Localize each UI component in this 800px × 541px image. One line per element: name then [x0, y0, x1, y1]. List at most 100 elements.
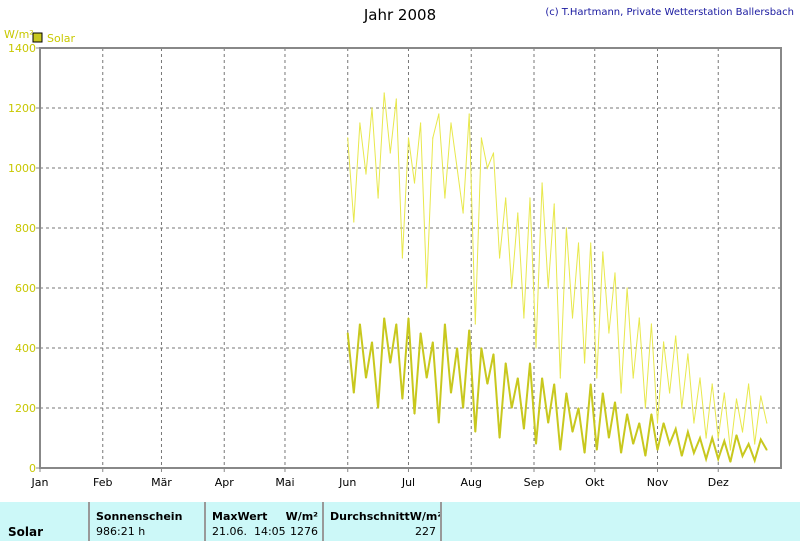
data-point [395, 98, 397, 100]
data-point [681, 455, 683, 457]
series-line-1 [346, 317, 768, 464]
data-point [565, 392, 567, 394]
summary-table: Solar Sonnenschein 986:21 h MaxWert W/m²… [0, 502, 800, 541]
data-point [359, 323, 361, 325]
x-tick-label: Aug [460, 476, 481, 489]
data-point [729, 461, 731, 463]
x-tick-label: Sep [524, 476, 545, 489]
data-point [401, 257, 404, 259]
plot-frame [39, 47, 782, 469]
data-point [389, 152, 391, 154]
x-tick-label: Jul [401, 476, 415, 489]
data-point [577, 242, 580, 244]
data-point [632, 443, 634, 445]
data-point [760, 395, 762, 397]
data-point [523, 317, 525, 319]
data-point [426, 377, 428, 379]
data-point [426, 287, 428, 289]
data-point [413, 413, 416, 415]
y-tick-label: 600 [15, 282, 36, 295]
data-point [693, 452, 695, 454]
data-point [420, 332, 422, 334]
data-point [705, 458, 707, 460]
data-point [571, 317, 574, 319]
data-point [596, 449, 598, 451]
data-point [760, 438, 762, 441]
data-point [529, 197, 531, 199]
data-point [735, 398, 738, 400]
data-point [486, 167, 489, 169]
data-point [766, 449, 768, 451]
x-tick-label: Apr [215, 476, 235, 489]
data-point [547, 287, 549, 289]
data-point [656, 422, 659, 424]
y-tick-label: 1200 [8, 102, 36, 115]
data-point [444, 197, 446, 199]
avg-header: DurchschnittW/m² [330, 510, 443, 523]
data-point [432, 137, 434, 139]
data-point [741, 431, 744, 433]
x-tick-label: Okt [585, 476, 605, 489]
x-tick-label: Nov [647, 476, 669, 489]
y-tick-label: 800 [15, 222, 36, 235]
data-point [723, 392, 725, 394]
data-point [681, 407, 683, 409]
data-point [754, 443, 756, 445]
max-unit: W/m² [285, 510, 318, 523]
data-point [371, 107, 373, 109]
max-date: 21.06. 14:05 [212, 525, 286, 538]
data-point [565, 227, 567, 229]
credit-text: (c) T.Hartmann, Private Wetterstation Ba… [545, 7, 794, 18]
data-point [638, 422, 640, 424]
data-point [456, 347, 458, 349]
data-point [444, 323, 446, 325]
data-point [480, 137, 482, 139]
y-tick-label: 400 [15, 342, 36, 355]
data-point [723, 440, 725, 442]
x-tick-label: Jun [338, 476, 356, 489]
data-point [620, 392, 622, 394]
data-point [474, 323, 476, 325]
data-point [766, 422, 768, 424]
data-point [602, 392, 604, 394]
data-point [377, 407, 379, 409]
data-point [559, 449, 561, 451]
data-point [492, 152, 495, 154]
data-point [505, 197, 507, 199]
data-point [365, 377, 367, 379]
data-point [644, 407, 646, 409]
data-point [511, 287, 513, 289]
x-tick-label: Mai [275, 476, 294, 489]
legend-label: Solar [47, 32, 76, 45]
data-point [505, 362, 507, 364]
x-tick-label: Feb [93, 476, 112, 489]
data-point [450, 122, 452, 124]
data-point [468, 329, 470, 331]
data-point [541, 182, 543, 184]
data-point [389, 362, 391, 364]
data-point [529, 362, 531, 364]
data-point [662, 422, 665, 424]
data-point [553, 383, 555, 385]
data-point [614, 272, 616, 274]
data-point [456, 167, 458, 169]
max-value: 1276 [290, 525, 318, 538]
data-point [584, 362, 586, 364]
max-header: MaxWert [212, 510, 268, 523]
data-point [559, 377, 561, 379]
data-point [407, 137, 410, 139]
data-point [523, 428, 525, 430]
data-point [699, 377, 701, 379]
data-point [711, 383, 713, 385]
data-point [371, 341, 373, 343]
data-point [480, 347, 482, 349]
data-point [596, 377, 598, 379]
data-point [462, 212, 464, 214]
data-point [656, 449, 659, 451]
data-point [468, 113, 470, 115]
data-point [626, 413, 628, 415]
data-point [650, 413, 653, 415]
data-point [383, 92, 385, 94]
data-point [571, 431, 574, 433]
data-point [632, 377, 634, 379]
